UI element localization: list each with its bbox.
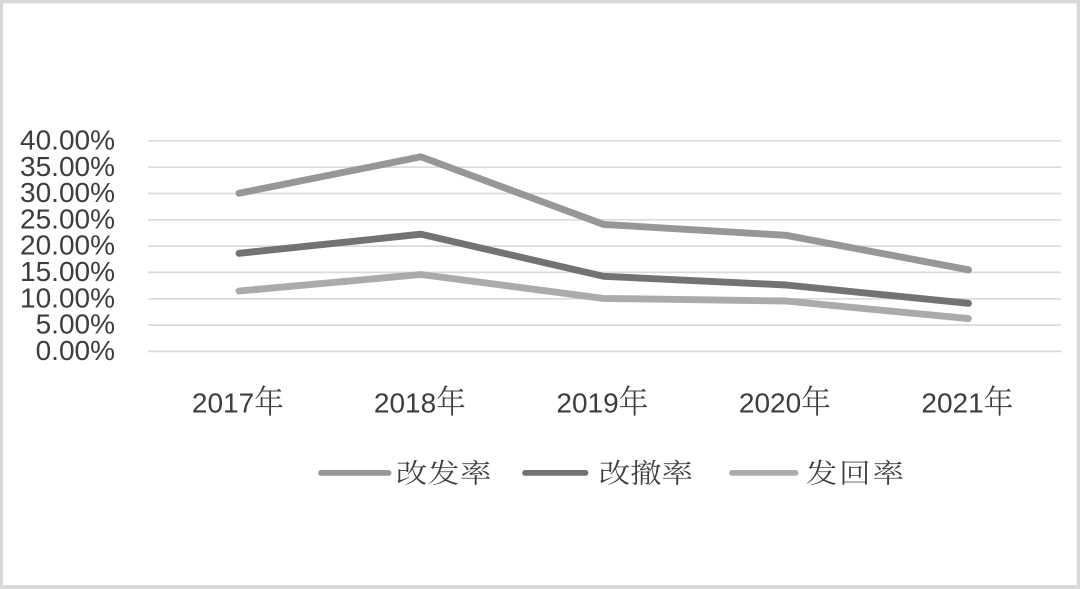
svg-text:5.00%: 5.00% bbox=[36, 309, 115, 340]
svg-text:20.00%: 20.00% bbox=[20, 230, 115, 261]
svg-text:2021: 2021 bbox=[921, 387, 983, 418]
svg-text:0.00%: 0.00% bbox=[36, 335, 115, 366]
svg-text:30.00%: 30.00% bbox=[20, 177, 115, 208]
svg-text:2019: 2019 bbox=[556, 387, 618, 418]
svg-text:15.00%: 15.00% bbox=[20, 256, 115, 287]
svg-text:2020: 2020 bbox=[739, 387, 801, 418]
svg-text:25.00%: 25.00% bbox=[20, 203, 115, 234]
svg-text:2017: 2017 bbox=[192, 387, 254, 418]
svg-text:40.00%: 40.00% bbox=[20, 124, 115, 155]
svg-text:10.00%: 10.00% bbox=[20, 282, 115, 313]
svg-text:2018: 2018 bbox=[374, 387, 436, 418]
svg-text:35.00%: 35.00% bbox=[20, 151, 115, 182]
